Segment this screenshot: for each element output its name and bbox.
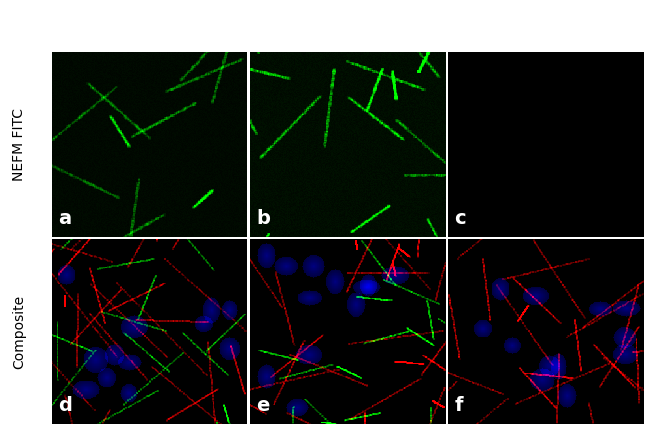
Text: b: b <box>256 209 270 228</box>
Text: e: e <box>256 396 270 415</box>
Text: c: c <box>454 209 466 228</box>
Text: f: f <box>454 396 463 415</box>
Text: Composite: Composite <box>12 295 27 369</box>
Text: a: a <box>58 209 71 228</box>
Text: NEFM FITC: NEFM FITC <box>12 108 27 181</box>
Text: d: d <box>58 396 72 415</box>
